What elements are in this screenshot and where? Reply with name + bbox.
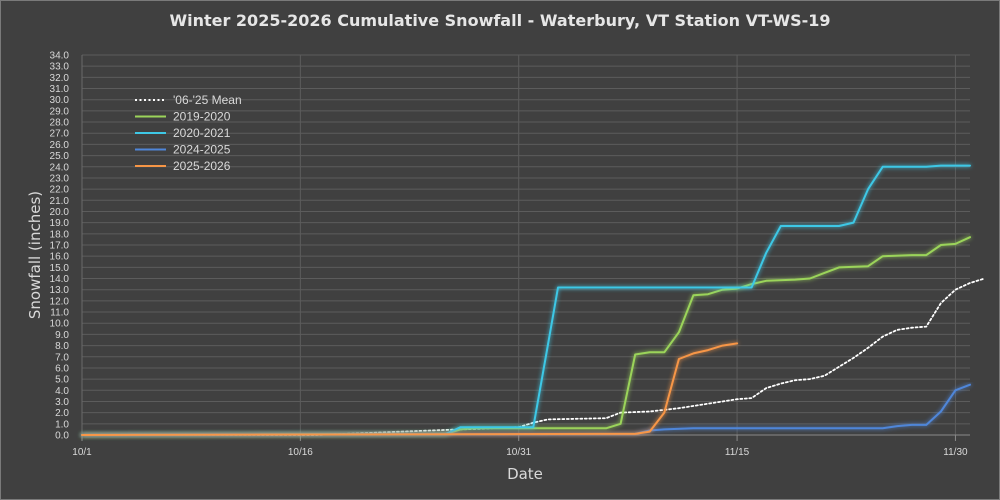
y-tick-label: 32.0: [50, 73, 70, 84]
grid-layer: [81, 54, 970, 441]
series-line-2025-2026: [81, 342, 739, 436]
y-tick-label: 21.0: [50, 196, 70, 207]
y-tick-label: 24.0: [50, 162, 70, 173]
y-tick-label: 9.0: [55, 330, 69, 341]
series-line-2020-2021: [81, 164, 971, 436]
y-tick-label: 31.0: [50, 84, 70, 95]
y-tick-label: 22.0: [50, 185, 70, 196]
y-tick-label: 5.0: [55, 375, 69, 386]
y-tick-label: 13.0: [50, 285, 70, 296]
legend-label: '06-'25 Mean: [173, 93, 242, 107]
x-axis-label: Date: [507, 465, 543, 483]
legend: '06-'25 Mean 2019-2020 2020-2021 2024-2025 2…: [135, 93, 242, 173]
y-tick-label: 15.0: [50, 263, 70, 274]
y-tick-label: 11.0: [50, 308, 69, 319]
legend-label: 2025-2026: [173, 159, 231, 173]
x-tick-label: 11/15: [725, 447, 750, 458]
x-tick-label: 10/31: [506, 447, 531, 458]
y-tick-label: 12.0: [50, 296, 70, 307]
y-tick-label: 26.0: [50, 140, 70, 151]
y-tick-label: 20.0: [50, 207, 70, 218]
y-tick-label: 27.0: [50, 129, 70, 140]
y-tick-label: 8.0: [55, 341, 69, 352]
y-tick-labels: 0.01.02.03.04.05.06.07.08.09.010.011.012…: [50, 51, 70, 442]
y-tick-label: 33.0: [50, 62, 70, 73]
y-tick-label: 18.0: [50, 229, 70, 240]
y-tick-label: 25.0: [50, 151, 70, 162]
x-tick-label: 11/30: [943, 447, 968, 458]
y-tick-label: 2.0: [55, 408, 69, 419]
y-tick-label: 7.0: [55, 352, 69, 363]
y-tick-label: 4.0: [55, 386, 69, 397]
y-tick-label: 16.0: [50, 252, 70, 263]
y-axis-label: Snowfall (inches): [26, 191, 44, 319]
y-tick-label: 14.0: [50, 274, 70, 285]
y-tick-label: 17.0: [50, 241, 70, 252]
legend-label: 2024-2025: [173, 143, 231, 157]
y-tick-label: 1.0: [55, 419, 69, 430]
series-line-06-25-mean: [81, 277, 986, 436]
y-tick-label: 34.0: [50, 51, 70, 62]
y-tick-label: 0.0: [55, 431, 69, 442]
x-tick-label: 10/16: [288, 447, 313, 458]
y-tick-label: 28.0: [50, 118, 70, 129]
y-tick-label: 29.0: [50, 106, 70, 117]
series-line-2019-2020: [81, 236, 971, 436]
y-tick-label: 23.0: [50, 173, 70, 184]
legend-label: 2019-2020: [173, 110, 231, 124]
y-tick-label: 6.0: [55, 363, 69, 374]
y-tick-label: 19.0: [50, 218, 70, 229]
y-tick-label: 10.0: [50, 319, 70, 330]
x-tick-label: 10/1: [72, 447, 92, 458]
chart-title: Winter 2025-2026 Cumulative Snowfall - W…: [169, 11, 830, 30]
series-layer: [81, 164, 986, 436]
x-tick-labels: 10/1 10/16 10/31 11/15 11/30: [72, 447, 968, 458]
y-tick-label: 30.0: [50, 95, 70, 106]
y-tick-label: 3.0: [55, 397, 69, 408]
legend-label: 2020-2021: [173, 126, 231, 140]
